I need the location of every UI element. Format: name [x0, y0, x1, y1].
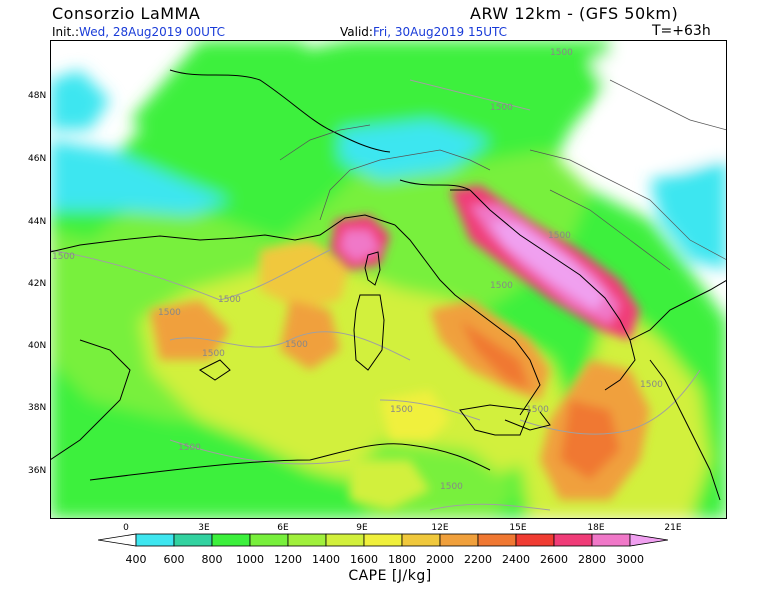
valid-time: Valid:Fri, 30Aug2019 15UTC	[340, 25, 507, 39]
valid-value: Fri, 30Aug2019 15UTC	[372, 25, 508, 39]
init-label: Init.:	[52, 25, 80, 39]
contour-label: 1500	[640, 380, 663, 390]
contour-label: 1500	[218, 295, 241, 305]
contour-label: 1500	[158, 308, 181, 318]
latitude-label: 38N	[28, 403, 47, 413]
latitude-label: 36N	[28, 466, 47, 476]
longitude-label: 6E	[277, 523, 289, 533]
colorbar-tick-label: 1400	[312, 553, 340, 566]
colorbar-segment	[249, 533, 289, 547]
colorbar-tick-label: 800	[202, 553, 223, 566]
colorbar-tick-label: 2400	[502, 553, 530, 566]
colorbar-tick-label: 600	[164, 553, 185, 566]
longitude-label: 21E	[664, 523, 682, 533]
valid-label: Valid:	[340, 25, 373, 39]
colorbar-title: CAPE [J/kg]	[348, 568, 432, 584]
contour-label: 1500	[490, 103, 513, 113]
contour-label: 1500	[490, 281, 513, 291]
model-title: ARW 12km - (GFS 50km)	[470, 4, 679, 23]
colorbar-segment	[363, 533, 403, 547]
latitude-label: 42N	[28, 279, 47, 289]
islands	[199, 251, 531, 436]
colorbar-tick-label: 2000	[426, 553, 454, 566]
colorbar-segment	[287, 533, 327, 547]
longitude-label: 0	[123, 523, 129, 533]
colorbar-tick-label: 400	[126, 553, 147, 566]
init-value: Wed, 28Aug2019 00UTC	[79, 25, 225, 39]
colorbar-segment	[439, 533, 479, 547]
contour-lines	[50, 79, 701, 511]
contour-label: 1500	[202, 349, 225, 359]
longitude-label: 9E	[356, 523, 368, 533]
colorbar-segment	[591, 533, 631, 547]
contour-label: 1500	[390, 405, 413, 415]
colorbar-tick-label: 3000	[616, 553, 644, 566]
colorbar-tick-label: 2600	[540, 553, 568, 566]
colorbar-segment	[553, 533, 593, 547]
colorbar-segment	[135, 533, 175, 547]
contour-label: 1500	[178, 443, 201, 453]
init-time: Init.:Wed, 28Aug2019 00UTC	[52, 25, 225, 39]
colorbar-tick-label: 1800	[388, 553, 416, 566]
coastlines	[50, 69, 727, 501]
organization-title: Consorzio LaMMA	[52, 4, 201, 23]
colorbar: 400 600 800 1000 1200 1400 1600 1800 2000 2200 240…	[98, 533, 668, 566]
latitude-label: 46N	[28, 154, 47, 164]
map-frame	[50, 40, 727, 519]
colorbar-segment	[629, 533, 668, 547]
longitude-label: 18E	[587, 523, 605, 533]
longitude-label: 12E	[431, 523, 449, 533]
colorbar-segment	[515, 533, 555, 547]
colorbar-tick-label: 1000	[236, 553, 264, 566]
contour-label: 1500	[548, 231, 571, 241]
colorbar-tick-label: 2200	[464, 553, 492, 566]
contour-labels: 1500 1500 1500 1500 1500 1500 1500 1500 …	[52, 48, 663, 492]
contour-label: 1500	[440, 482, 463, 492]
colorbar-segment	[173, 533, 213, 547]
colorbar-segment	[98, 533, 137, 547]
borders	[279, 79, 727, 271]
contour-label: 1500	[526, 405, 549, 415]
contour-label: 1500	[285, 340, 308, 350]
colorbar-tick-label: 2800	[578, 553, 606, 566]
colorbar-segment	[401, 533, 441, 547]
colorbar-segment	[325, 533, 365, 547]
contour-label: 1500	[550, 48, 573, 58]
colorbar-tick-label: 1200	[274, 553, 302, 566]
latitude-label: 44N	[28, 217, 47, 227]
contour-label: 1500	[52, 252, 75, 262]
longitude-label: 15E	[509, 523, 527, 533]
longitude-label: 3E	[198, 523, 210, 533]
colorbar-tick-label: 1600	[350, 553, 378, 566]
colorbar-segment	[211, 533, 251, 547]
latitude-label: 48N	[28, 91, 47, 101]
cape-map: 1500 1500 1500 1500 1500 1500 1500 1500 …	[50, 40, 727, 519]
high-cape-core	[330, 185, 640, 340]
forecast-timestep: T=+63h	[652, 23, 711, 39]
latitude-label: 40N	[28, 341, 47, 351]
colorbar-segment	[477, 533, 517, 547]
